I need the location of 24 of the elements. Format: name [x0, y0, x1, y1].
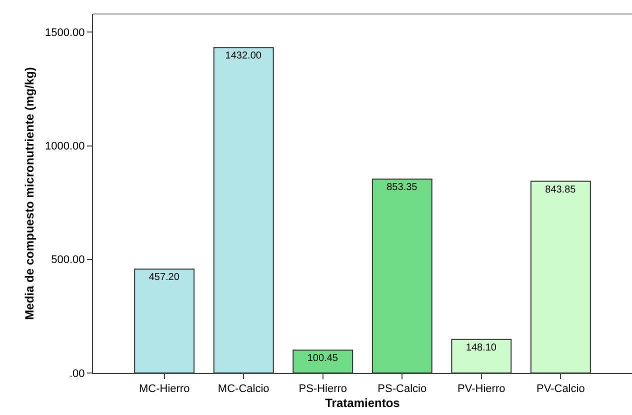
x-tick-label: MC-Hierro [138, 383, 190, 396]
x-tick-label: PV-Hierro [458, 383, 506, 396]
y-tick-label: 1500.00 [45, 27, 85, 40]
data-label: 100.45 [307, 353, 338, 364]
data-label: 457.20 [148, 272, 180, 284]
bar [292, 350, 354, 373]
x-tick-label: PS-Hierro [298, 383, 348, 396]
bar [372, 178, 432, 373]
y-tick-label: .00 [70, 368, 85, 380]
data-label: 843.85 [545, 184, 576, 196]
bar [134, 268, 195, 373]
data-label: 1432.00 [225, 50, 262, 62]
x-tick-label: MC-Calcio [218, 383, 270, 396]
bar [530, 180, 591, 373]
x-tick-label: PV-Calcio [536, 383, 585, 396]
y-axis-title: Media de compuesto micronutriente (mg/kg) [22, 67, 36, 320]
bar [451, 338, 512, 373]
y-tick-label: 1000.00 [45, 140, 85, 153]
x-axis-title: Tratamientos [325, 396, 400, 410]
data-label: 148.10 [466, 342, 497, 354]
y-tick-label: 500.00 [51, 254, 85, 266]
data-label: 853.35 [386, 182, 418, 194]
bar [213, 47, 274, 373]
x-tick-label: PS-Calcio [378, 383, 427, 396]
